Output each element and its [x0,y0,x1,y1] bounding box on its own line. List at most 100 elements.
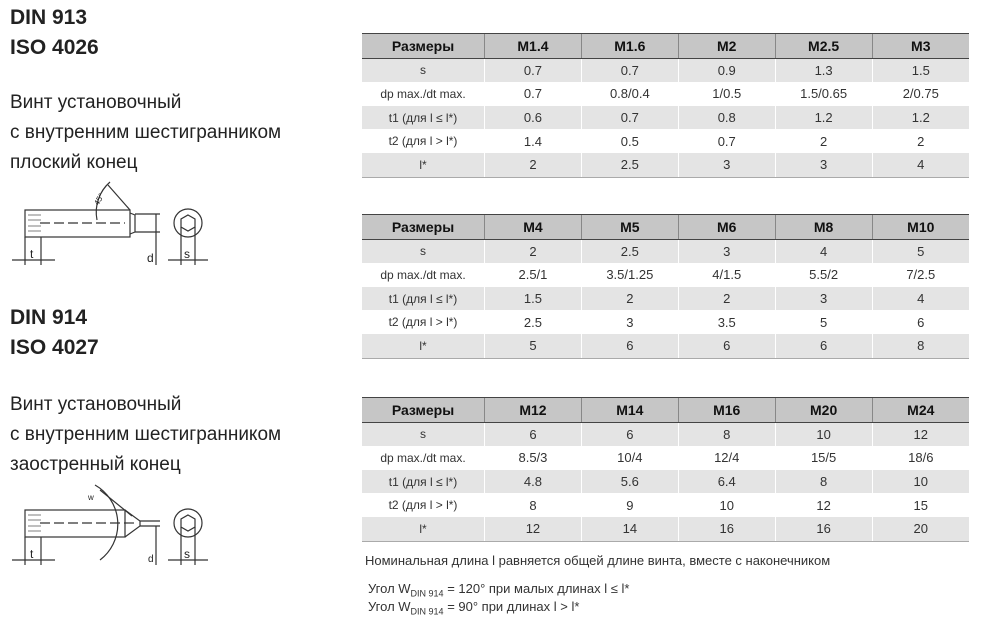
angle-label: w [87,493,94,502]
table-row: l* 5 6 6 6 8 [362,333,969,359]
table-cell: 2 [484,239,582,264]
row-label: dp max./dt max. [362,263,485,287]
size-table: Размеры M1.4 M1.6 M2 M2.5 M3 s 0.7 0.7 0.9 1.3 1.5 d… [362,33,969,178]
table-cell: 0.8/0.4 [580,82,679,106]
table-cell: 0.7 [484,58,582,83]
desc-line: плоский конец [10,152,138,173]
table-cell: 1.5 [871,58,969,83]
s-label: s [184,247,190,261]
desc-line: Винт установочный [10,394,182,415]
table-cell: 8 [677,422,776,447]
table-cell: 0.8 [677,105,776,130]
table-cell: 18/6 [871,446,969,470]
table-cell: 10 [677,493,776,517]
note-text: = 90° при длинах l > l* [443,599,580,614]
size-header: M1.4 [484,33,582,59]
size-header: M6 [677,214,776,240]
desc-line: с внутренним шестигранником [10,122,282,143]
table-row: l* 2 2.5 3 3 4 [362,152,969,178]
table-cell: 12 [871,422,969,447]
row-label: s [362,239,485,264]
table-cell: 6 [484,422,582,447]
table-cell: 3.5 [677,310,776,334]
table-cell: 5 [871,239,969,264]
table-cell: 5 [774,310,873,334]
table-cell: 2.5 [580,152,679,178]
table-row: t1 (для l ≤ l*) 4.8 5.6 6.4 8 10 [362,469,969,494]
table-header-row: Размеры M12 M14 M16 M20 M24 [362,397,969,423]
row-label: t1 (для l ≤ l*) [362,286,485,311]
d-label: d [148,554,154,565]
size-header: M3 [871,33,969,59]
table-cell: 4 [774,239,873,264]
table-cell: 2 [580,286,679,311]
table-cell: 6.4 [677,469,776,494]
table-cell: 1/0.5 [677,82,776,106]
table-row: s 0.7 0.7 0.9 1.3 1.5 [362,58,969,83]
size-header: M10 [871,214,969,240]
table-cell: 16 [774,516,873,542]
note-sub: DIN 914 [410,588,444,599]
table-row: dp max./dt max. 8.5/3 10/4 12/4 15/5 18/6 [362,446,969,470]
d-label: d [147,251,154,265]
table-cell: 4.8 [484,469,582,494]
table-cell: 6 [871,310,969,334]
table-cell: 8.5/3 [484,446,582,470]
table-cell: 3 [774,286,873,311]
standard-title-2: DIN 914 ISO 4027 [10,303,99,363]
table-header-row: Размеры M4 M5 M6 M8 M10 [362,214,969,240]
table-header-row: Размеры M1.4 M1.6 M2 M2.5 M3 [362,33,969,59]
table-cell: 5.6 [580,469,679,494]
table-cell: 12 [484,516,582,542]
table-cell: 2.5 [580,239,679,264]
table-cell: 16 [677,516,776,542]
table-cell: 6 [774,333,873,359]
table-cell: 1.5/0.65 [774,82,873,106]
table-cell: 12/4 [677,446,776,470]
size-header: M4 [484,214,582,240]
description-1: Винт установочный с внутренним шестигран… [10,88,281,178]
size-header: M12 [484,397,582,423]
note-text: = 120° при малых длинах l ≤ l* [443,581,630,596]
table-cell: 0.7 [484,82,582,106]
table-cell: 10/4 [580,446,679,470]
table-cell: 9 [580,493,679,517]
table-cell: 2 [774,129,873,153]
t-label: t [30,247,34,261]
flat-end-screw-diagram: t d s 45° [12,181,208,265]
row-label: Размеры [362,397,485,423]
nominal-length-note: Номинальная длина l равняется общей длин… [365,553,831,568]
size-header: M20 [774,397,873,423]
table-cell: 0.9 [677,58,776,83]
angle-note-2: Угол WDIN 914 = 90° при длинах l > l* [368,599,579,617]
row-label: t2 (для l > l*) [362,129,485,153]
table-cell: 2 [871,129,969,153]
din-914: DIN 914 [10,306,88,329]
row-label: s [362,422,485,447]
row-label: t2 (для l > l*) [362,493,485,517]
size-header: M1.6 [580,33,679,59]
iso-4026: ISO 4026 [10,36,99,59]
size-header: M24 [871,397,969,423]
table-cell: 6 [677,333,776,359]
table-cell: 3 [677,152,776,178]
table-cell: 3.5/1.25 [580,263,679,287]
desc-line: с внутренним шестигранником [10,424,282,445]
size-header: M2 [677,33,776,59]
table-cell: 1.2 [774,105,873,130]
row-label: Размеры [362,33,485,59]
table-row: t2 (для l > l*) 1.4 0.5 0.7 2 2 [362,129,969,153]
table-cell: 8 [871,333,969,359]
din-913: DIN 913 [10,6,88,29]
table-row: dp max./dt max. 0.7 0.8/0.4 1/0.5 1.5/0.65 2/… [362,82,969,106]
note-text: Угол W [368,599,411,614]
table-cell: 15/5 [774,446,873,470]
table-cell: 10 [871,469,969,494]
desc-line: заостренный конец [10,454,181,475]
table-cell: 8 [774,469,873,494]
row-label: s [362,58,485,83]
table-cell: 20 [871,516,969,542]
table-cell: 14 [580,516,679,542]
note-text: Угол W [368,581,411,596]
size-header: M16 [677,397,776,423]
